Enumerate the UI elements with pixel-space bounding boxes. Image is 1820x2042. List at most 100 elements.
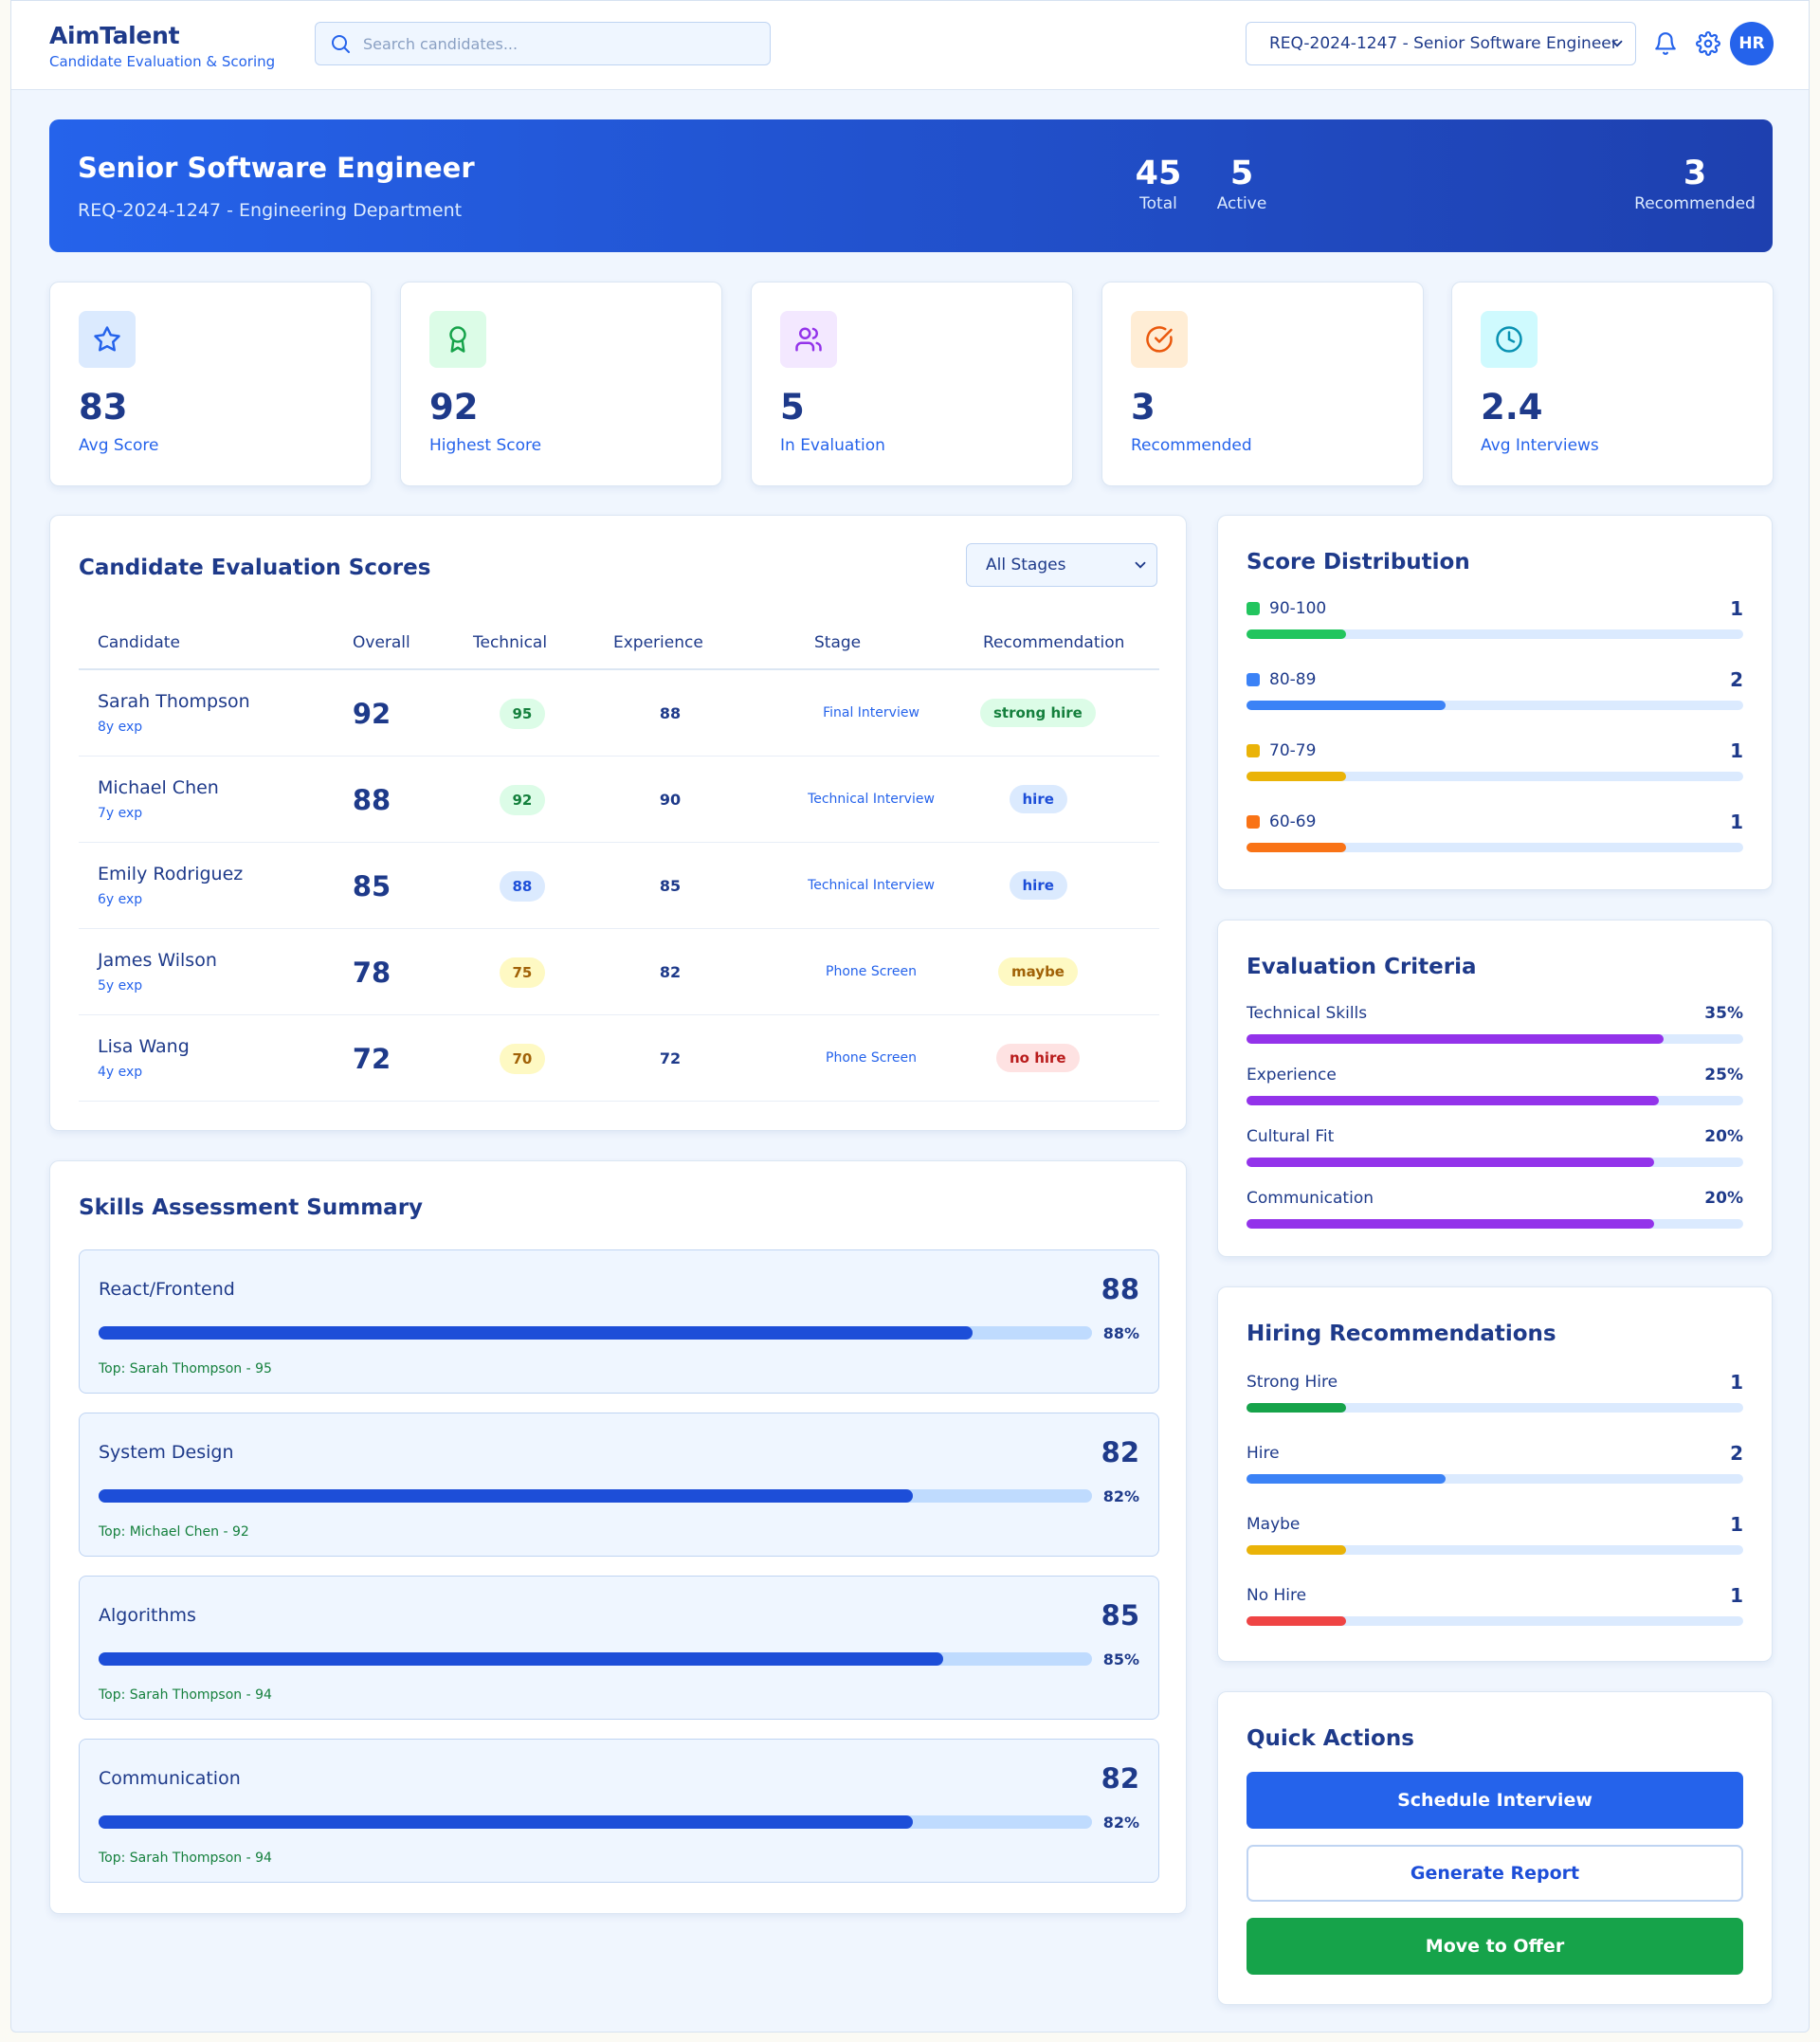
column-header-recommendation[interactable]: Recommendation — [983, 633, 1125, 652]
skill-name: Communication — [99, 1768, 241, 1789]
stage-filter-select[interactable]: All Stages — [966, 543, 1157, 587]
gear-icon[interactable] — [1696, 31, 1720, 56]
bell-icon[interactable] — [1653, 31, 1678, 56]
skill-card: React/Frontend 88 88% Top: Sarah Thompson -… — [79, 1249, 1159, 1394]
bar-label: Technical Skills — [1247, 1004, 1368, 1023]
skill-progress-fill — [99, 1652, 943, 1666]
bar-value: 25% — [1704, 1066, 1743, 1085]
candidate-name[interactable]: Lisa Wang — [98, 1036, 190, 1057]
bar-track — [1247, 1616, 1743, 1626]
column-header-candidate[interactable]: Candidate — [98, 633, 180, 652]
skill-progress-fill — [99, 1489, 914, 1503]
skills-title: Skills Assessment Summary — [79, 1195, 424, 1220]
experience-score: 82 — [659, 963, 682, 981]
kpi-recommended: 3 Recommended — [1101, 282, 1424, 486]
candidate-name[interactable]: Michael Chen — [98, 777, 219, 798]
experience-score: 85 — [659, 877, 682, 895]
recommendation-badge: hire — [1009, 785, 1067, 813]
bar-value: 1 — [1730, 739, 1743, 762]
bar-value: 1 — [1730, 1371, 1743, 1394]
schedule-interview-button[interactable]: Schedule Interview — [1247, 1772, 1743, 1829]
kpi-value: 3 — [1131, 387, 1156, 428]
brand[interactable]: AimTalent Candidate Evaluation & Scoring — [49, 22, 275, 70]
bar-label-group: Communication — [1247, 1189, 1374, 1208]
candidate-experience: 7y exp — [98, 806, 143, 821]
bar-label-group: 60-69 — [1247, 812, 1316, 831]
skill-card: System Design 82 82% Top: Michael Chen - 92 — [79, 1413, 1159, 1557]
table-row[interactable]: Lisa Wang 4y exp 72 70 72 Phone Screen no hire — [79, 1015, 1159, 1102]
experience-score: 88 — [659, 704, 682, 722]
column-header-experience[interactable]: Experience — [613, 633, 703, 652]
column-header-technical[interactable]: Technical — [473, 633, 548, 652]
hiring-recommendations-panel: Hiring Recommendations Strong Hire 1 Hire 2… — [1217, 1286, 1773, 1662]
kpi-avg-interviews: 2.4 Avg Interviews — [1451, 282, 1774, 486]
bar-fill — [1247, 1034, 1665, 1044]
skill-score: 82 — [1101, 1762, 1139, 1795]
stage-label: Final Interview — [823, 705, 919, 720]
technical-score-badge: 95 — [499, 699, 546, 729]
chevron-down-icon — [1611, 40, 1623, 47]
overall-score: 92 — [352, 698, 391, 730]
evaluation-criteria-panel: Evaluation Criteria Technical Skills 35% E… — [1217, 920, 1773, 1257]
recommendation-badge: no hire — [996, 1044, 1080, 1072]
technical-score-badge: 92 — [499, 785, 546, 815]
hero-stat-label: Active — [1216, 193, 1267, 213]
column-header-stage[interactable]: Stage — [814, 633, 862, 652]
move-to-offer-button[interactable]: Move to Offer — [1247, 1918, 1743, 1975]
bar-label-group: Strong Hire — [1247, 1373, 1338, 1392]
kpi-label: Avg Interviews — [1481, 436, 1599, 455]
candidate-name[interactable]: Sarah Thompson — [98, 691, 250, 712]
skill-top-performer: Top: Sarah Thompson - 94 — [99, 1687, 272, 1703]
candidate-name[interactable]: Emily Rodriguez — [98, 864, 244, 884]
bar-fill — [1247, 1158, 1654, 1167]
table-row[interactable]: Michael Chen 7y exp 88 92 90 Technical Interv… — [79, 757, 1159, 843]
legend-dot — [1247, 673, 1260, 686]
stage-label: Technical Interview — [808, 792, 935, 807]
table-row[interactable]: Sarah Thompson 8y exp 92 95 88 Final Intervie… — [79, 670, 1159, 757]
skill-score: 82 — [1101, 1436, 1139, 1468]
bar-label: Experience — [1247, 1066, 1337, 1085]
table-row[interactable]: James Wilson 5y exp 78 75 82 Phone Screen mayb… — [79, 929, 1159, 1015]
clock-icon — [1496, 326, 1522, 353]
bar-value: 2 — [1730, 1442, 1743, 1465]
legend-dot — [1247, 815, 1260, 829]
kpi-avg-score: 83 Avg Score — [49, 282, 372, 486]
brand-subtitle: Candidate Evaluation & Scoring — [49, 53, 276, 70]
bar-value: 20% — [1704, 1189, 1743, 1208]
overall-score: 78 — [352, 957, 391, 989]
kpi-icon-box — [79, 311, 136, 368]
skill-progress-track — [99, 1652, 1092, 1666]
table-row[interactable]: Emily Rodriguez 6y exp 85 88 85 Technical Int… — [79, 843, 1159, 929]
bar-label-group: 90-100 — [1247, 599, 1326, 618]
overall-score: 85 — [352, 870, 391, 902]
star-icon — [94, 326, 120, 352]
column-header-overall[interactable]: Overall — [353, 633, 410, 652]
bar-label-group: Experience — [1247, 1066, 1337, 1085]
bar-label: Cultural Fit — [1247, 1127, 1335, 1146]
bar-label-group: 70-79 — [1247, 741, 1316, 760]
experience-score: 90 — [659, 791, 682, 809]
hero-stat-value: 3 — [1683, 155, 1707, 192]
job-subtitle: REQ-2024-1247 - Engineering Department — [78, 200, 463, 221]
bar-track — [1247, 843, 1743, 852]
bar-track — [1247, 1158, 1743, 1167]
avatar[interactable]: HR — [1730, 22, 1774, 65]
candidate-name[interactable]: James Wilson — [98, 950, 217, 971]
skill-progress-fill — [99, 1815, 914, 1829]
bar-track — [1247, 1096, 1743, 1105]
hero-stat-label: Recommended — [1634, 193, 1756, 213]
bar-track — [1247, 701, 1743, 710]
generate-report-button[interactable]: Generate Report — [1247, 1845, 1743, 1902]
search-box[interactable] — [315, 22, 771, 65]
skill-percent: 88% — [1102, 1324, 1139, 1342]
recommendation-badge: hire — [1009, 871, 1067, 900]
kpi-icon-box — [429, 311, 486, 368]
search-input[interactable] — [363, 34, 761, 53]
bar-track — [1247, 629, 1743, 639]
bar-value: 35% — [1704, 1004, 1743, 1023]
bar-fill — [1247, 1545, 1346, 1555]
bar-fill — [1247, 629, 1346, 639]
skill-top-performer: Top: Sarah Thompson - 94 — [99, 1851, 272, 1866]
requisition-select[interactable]: REQ-2024-1247 - Senior Software Engineer — [1246, 22, 1636, 65]
bar-label-group: Technical Skills — [1247, 1004, 1367, 1023]
